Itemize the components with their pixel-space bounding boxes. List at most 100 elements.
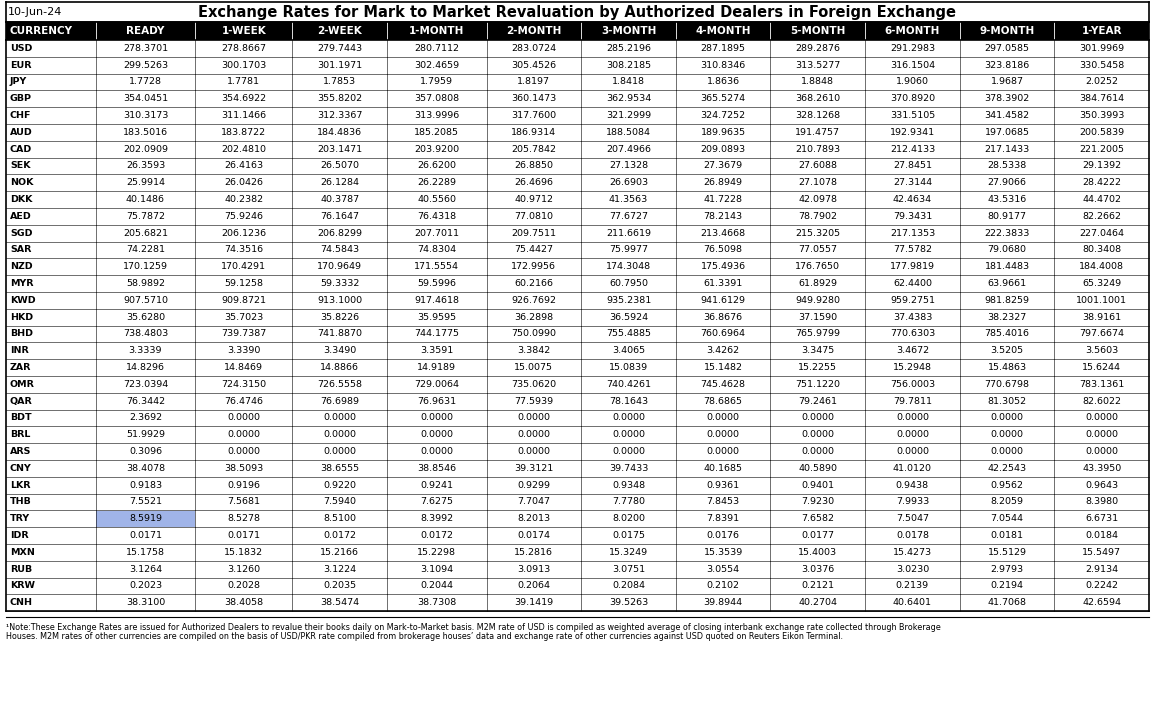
Text: 0.2023: 0.2023	[129, 582, 162, 590]
Text: 7.9230: 7.9230	[802, 498, 834, 506]
Text: 200.5839: 200.5839	[1079, 128, 1124, 137]
Bar	[6, 460, 1149, 477]
Text: 3.0554: 3.0554	[707, 565, 739, 574]
Text: 202.4810: 202.4810	[222, 145, 267, 154]
Text: 1-YEAR: 1-YEAR	[1081, 26, 1122, 36]
Text: 0.0000: 0.0000	[802, 414, 834, 422]
Text: 0.2139: 0.2139	[896, 582, 929, 590]
Text: 331.5105: 331.5105	[889, 111, 936, 120]
Text: 215.3205: 215.3205	[796, 229, 841, 238]
Text: CAD: CAD	[10, 145, 32, 154]
Text: 63.9661: 63.9661	[988, 279, 1027, 288]
Text: 750.0990: 750.0990	[512, 330, 557, 338]
Text: 0.2084: 0.2084	[612, 582, 644, 590]
Text: 78.7902: 78.7902	[798, 212, 837, 221]
Text: 81.3052: 81.3052	[988, 397, 1027, 406]
Text: 0.0000: 0.0000	[707, 414, 739, 422]
Text: 959.2751: 959.2751	[891, 296, 934, 305]
Text: 74.5843: 74.5843	[320, 246, 359, 254]
Text: CHF: CHF	[10, 111, 31, 120]
Text: USD: USD	[10, 44, 32, 53]
Text: 35.6280: 35.6280	[126, 313, 165, 322]
Text: 0.2035: 0.2035	[323, 582, 356, 590]
Text: 316.1504: 316.1504	[889, 61, 936, 70]
Text: 0.0000: 0.0000	[517, 414, 551, 422]
Bar	[6, 325, 1149, 342]
Text: 755.4885: 755.4885	[606, 330, 651, 338]
Text: 40.2704: 40.2704	[798, 598, 837, 607]
Text: 751.1220: 751.1220	[796, 380, 841, 389]
Text: AUD: AUD	[10, 128, 32, 137]
Text: 209.7511: 209.7511	[512, 229, 557, 238]
Text: 76.4746: 76.4746	[224, 397, 263, 406]
Text: 283.0724: 283.0724	[512, 44, 557, 53]
Text: 217.1353: 217.1353	[889, 229, 936, 238]
Text: AED: AED	[10, 212, 31, 221]
Text: 189.9635: 189.9635	[701, 128, 746, 137]
Text: 740.4261: 740.4261	[606, 380, 651, 389]
Text: 278.8667: 278.8667	[222, 44, 267, 53]
Text: MYR: MYR	[10, 279, 33, 288]
Text: 37.4383: 37.4383	[893, 313, 932, 322]
Text: 36.2898: 36.2898	[514, 313, 553, 322]
Text: 0.0000: 0.0000	[1086, 414, 1118, 422]
Text: 301.1971: 301.1971	[318, 61, 363, 70]
Text: 44.4702: 44.4702	[1082, 195, 1122, 204]
Text: 378.3902: 378.3902	[984, 94, 1030, 103]
Text: 3.0913: 3.0913	[517, 565, 551, 574]
Bar	[6, 174, 1149, 192]
Text: 324.7252: 324.7252	[701, 111, 746, 120]
Text: 368.2610: 368.2610	[796, 94, 841, 103]
Text: 0.9361: 0.9361	[707, 481, 739, 490]
Text: 221.2005: 221.2005	[1079, 145, 1124, 154]
Text: 8.5100: 8.5100	[323, 514, 356, 523]
Text: 360.1473: 360.1473	[512, 94, 557, 103]
Text: 76.6989: 76.6989	[320, 397, 359, 406]
Text: 7.7780: 7.7780	[612, 498, 644, 506]
Text: 3.5603: 3.5603	[1085, 346, 1118, 355]
Bar	[6, 208, 1149, 225]
Text: 26.5070: 26.5070	[320, 162, 359, 170]
Text: 1-WEEK: 1-WEEK	[222, 26, 266, 36]
Text: 3.1224: 3.1224	[323, 565, 356, 574]
Text: 207.4966: 207.4966	[606, 145, 651, 154]
Text: 310.3173: 310.3173	[122, 111, 169, 120]
Text: 15.0839: 15.0839	[609, 363, 648, 372]
Bar	[6, 376, 1149, 393]
Text: 28.5338: 28.5338	[988, 162, 1027, 170]
Text: 28.4222: 28.4222	[1082, 178, 1122, 187]
Text: 357.0808: 357.0808	[415, 94, 460, 103]
Text: 15.3539: 15.3539	[703, 548, 743, 557]
Text: 40.9712: 40.9712	[514, 195, 553, 204]
Text: 0.0177: 0.0177	[802, 531, 834, 540]
Text: 40.3787: 40.3787	[320, 195, 359, 204]
Bar	[6, 577, 1149, 595]
Text: 15.1482: 15.1482	[703, 363, 743, 372]
Text: 78.1643: 78.1643	[609, 397, 648, 406]
Text: 301.9969: 301.9969	[1079, 44, 1124, 53]
Text: 60.2166: 60.2166	[514, 279, 553, 288]
Text: 191.4757: 191.4757	[796, 128, 841, 137]
Text: 770.6303: 770.6303	[889, 330, 936, 338]
Text: 25.9914: 25.9914	[126, 178, 165, 187]
Text: 3-MONTH: 3-MONTH	[601, 26, 656, 36]
Text: 76.1647: 76.1647	[320, 212, 359, 221]
Text: 14.8469: 14.8469	[224, 363, 263, 372]
Text: 27.3679: 27.3679	[703, 162, 743, 170]
Text: 181.4483: 181.4483	[984, 262, 1029, 271]
Text: 42.0978: 42.0978	[798, 195, 837, 204]
Text: 1.7728: 1.7728	[129, 78, 162, 86]
Bar	[6, 22, 1149, 40]
Text: 384.7614: 384.7614	[1079, 94, 1124, 103]
Text: 3.5205: 3.5205	[991, 346, 1023, 355]
Text: 289.2876: 289.2876	[796, 44, 841, 53]
Text: 210.7893: 210.7893	[796, 145, 841, 154]
Text: 60.7950: 60.7950	[609, 279, 648, 288]
Text: 206.8299: 206.8299	[318, 229, 363, 238]
Text: 39.8944: 39.8944	[703, 598, 743, 607]
Text: 0.9183: 0.9183	[129, 481, 162, 490]
Bar	[6, 527, 1149, 544]
Text: 26.1284: 26.1284	[320, 178, 359, 187]
Text: 1001.1001: 1001.1001	[1076, 296, 1127, 305]
Text: 183.5016: 183.5016	[122, 128, 167, 137]
